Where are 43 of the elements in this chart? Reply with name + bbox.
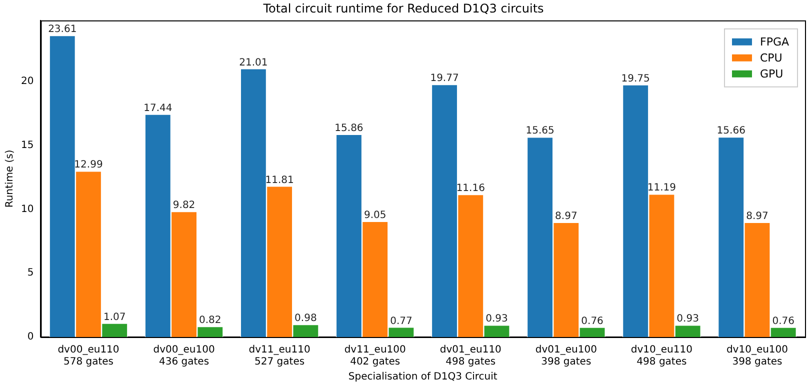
- y-tick-label: 10: [20, 204, 34, 215]
- data-label: 15.66: [716, 126, 746, 137]
- data-label: 0.93: [486, 314, 508, 325]
- data-label: 1.07: [103, 312, 126, 323]
- data-label: 19.77: [430, 73, 459, 84]
- data-label: 0.76: [581, 316, 604, 327]
- x-tick-label: dv00_eu110 578 gates: [58, 344, 120, 368]
- legend-label: FPGA: [760, 35, 790, 48]
- data-label: 21.01: [239, 57, 268, 68]
- data-label: 17.44: [144, 102, 172, 114]
- y-tick-label: 20: [20, 76, 34, 88]
- data-label: 8.97: [555, 211, 578, 222]
- legend-label: GPU: [760, 67, 784, 80]
- x-tick-label: dv11_eu110 527 gates: [248, 344, 310, 368]
- chart-title: Total circuit runtime for Reduced D1Q3 circuits: [262, 1, 544, 16]
- x-tick-label: dv10_eu110 498 gates: [630, 344, 692, 368]
- data-label: 0.93: [676, 314, 699, 325]
- data-label: 11.19: [647, 182, 676, 194]
- x-tick-label: dv00_eu100 436 gates: [153, 344, 215, 368]
- data-label: 11.16: [456, 183, 485, 194]
- data-label: 0.77: [390, 316, 412, 327]
- y-tick-label: 5: [27, 268, 34, 279]
- data-label: 19.75: [621, 73, 650, 84]
- data-label: 9.05: [364, 210, 386, 222]
- data-label: 23.61: [48, 24, 77, 36]
- data-label: 0.82: [199, 315, 222, 326]
- x-tick-label: dv01_eu100 398 gates: [535, 344, 597, 368]
- data-label: 9.82: [172, 200, 196, 212]
- x-tick-label: dv01_eu110 498 gates: [440, 344, 502, 368]
- y-tick-label: 15: [20, 140, 34, 152]
- x-tick-label: dv11_eu100 402 gates: [344, 344, 406, 368]
- x-tick-label: dv10_eu100 398 gates: [726, 344, 788, 368]
- data-label: 0.76: [772, 316, 794, 327]
- x-axis-title: Specialisation of D1Q3 Circuit: [348, 372, 498, 383]
- data-label: 0.98: [294, 313, 317, 324]
- y-tick-label: 0: [27, 332, 34, 343]
- legend-label: CPU: [760, 51, 782, 64]
- data-label: 15.86: [334, 123, 364, 134]
- data-label: 12.99: [74, 160, 103, 171]
- data-label: 11.81: [265, 174, 294, 186]
- data-label: 15.65: [526, 126, 554, 137]
- y-axis-title: Runtime (s): [4, 150, 16, 208]
- data-label: 8.97: [746, 211, 768, 222]
